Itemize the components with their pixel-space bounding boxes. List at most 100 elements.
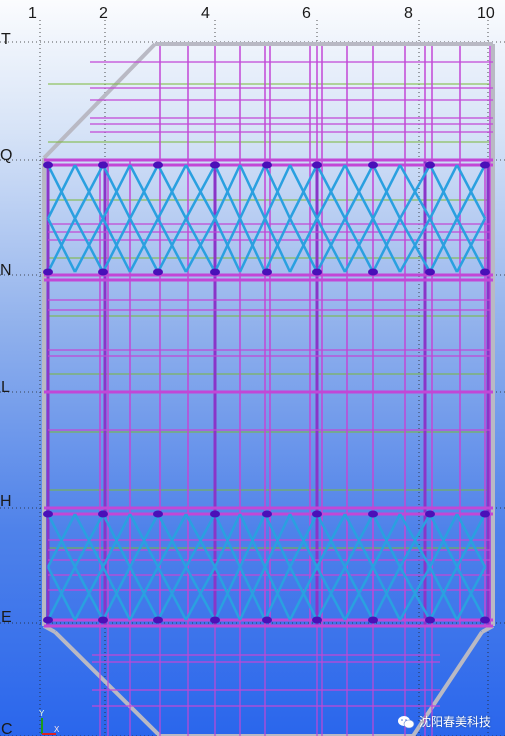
- brace-member: [371, 566, 402, 621]
- support-node: [153, 510, 163, 518]
- brace-member: [315, 164, 347, 220]
- brace-member: [398, 566, 432, 621]
- brace-member: [238, 164, 267, 220]
- brace-member: [428, 217, 459, 273]
- brace-member: [263, 164, 292, 220]
- support-node: [210, 616, 220, 624]
- support-node: [98, 616, 108, 624]
- support-node: [368, 510, 378, 518]
- brace-member: [156, 217, 188, 273]
- support-node: [98, 510, 108, 518]
- brace-member: [398, 513, 432, 568]
- brace-member: [343, 164, 375, 220]
- brace-member: [263, 217, 292, 273]
- support-node: [312, 616, 322, 624]
- brace-member: [156, 513, 188, 568]
- wechat-icon: [397, 715, 415, 728]
- support-node: [312, 161, 322, 169]
- brace-member: [73, 513, 105, 568]
- brace-member: [184, 164, 217, 220]
- brace-member: [371, 164, 402, 220]
- support-node: [262, 161, 272, 169]
- gridline-label-x-6: 6: [302, 5, 311, 22]
- brace-member: [46, 566, 77, 621]
- brace-member: [315, 566, 347, 621]
- gridline-label-y-T: T: [1, 31, 11, 48]
- gridline-label-y-N: N: [0, 262, 12, 279]
- brace-member: [73, 164, 105, 220]
- watermark: 沈阳春美科技: [397, 713, 491, 730]
- brace-member: [263, 566, 292, 621]
- gridline-label-y-H: H: [0, 493, 12, 510]
- brace-member: [238, 513, 267, 568]
- brace-member: [213, 217, 242, 273]
- brace-member: [455, 217, 487, 273]
- brace-member: [371, 513, 402, 568]
- support-node: [210, 510, 220, 518]
- brace-member: [73, 217, 105, 273]
- brace-member: [101, 217, 132, 273]
- brace-member: [238, 566, 267, 621]
- brace-member: [288, 164, 319, 220]
- watermark-text: 沈阳春美科技: [418, 715, 491, 729]
- support-node: [98, 268, 108, 276]
- brace-member: [73, 566, 105, 621]
- brace-member: [288, 566, 319, 621]
- brace-member: [128, 513, 160, 568]
- brace-member: [455, 513, 487, 568]
- support-node: [210, 268, 220, 276]
- brace-member: [128, 164, 160, 220]
- brace-member: [263, 513, 292, 568]
- support-node: [262, 268, 272, 276]
- brace-member: [315, 513, 347, 568]
- brace-member: [101, 164, 132, 220]
- support-node: [153, 268, 163, 276]
- brace-member: [101, 566, 132, 621]
- brace-member: [428, 513, 459, 568]
- brace-member: [156, 566, 188, 621]
- brace-member: [213, 566, 242, 621]
- support-node: [153, 161, 163, 169]
- support-node: [425, 510, 435, 518]
- brace-member: [46, 164, 77, 220]
- gridline-label-y-Q: Q: [0, 147, 13, 164]
- brace-member: [288, 513, 319, 568]
- support-node: [480, 268, 490, 276]
- brace-member: [428, 566, 459, 621]
- brace-member: [184, 566, 217, 621]
- brace-member: [213, 164, 242, 220]
- brace-member: [343, 566, 375, 621]
- support-node: [425, 616, 435, 624]
- brace-member: [46, 217, 77, 273]
- support-node: [480, 510, 490, 518]
- brace-member: [184, 217, 217, 273]
- brace-member: [101, 513, 132, 568]
- support-node: [368, 616, 378, 624]
- gridline-label-y-L: L: [1, 379, 10, 396]
- axis-triad-x-label: X: [54, 725, 60, 734]
- brace-member: [398, 217, 432, 273]
- support-node: [43, 510, 53, 518]
- support-node: [210, 161, 220, 169]
- support-node: [43, 268, 53, 276]
- gridline-label-x-10: 10: [477, 5, 495, 22]
- brace-member: [315, 217, 347, 273]
- gridline-label-y-E: E: [1, 609, 12, 626]
- brace-member: [343, 513, 375, 568]
- outline-member: [42, 42, 157, 160]
- brace-member: [343, 217, 375, 273]
- support-node: [425, 161, 435, 169]
- axis-triad: Y X: [39, 709, 60, 735]
- support-node: [153, 616, 163, 624]
- gridline-label-x-1: 1: [28, 5, 37, 22]
- support-node: [262, 510, 272, 518]
- brace-member: [288, 217, 319, 273]
- support-node: [98, 161, 108, 169]
- support-node: [368, 161, 378, 169]
- brace-member: [213, 513, 242, 568]
- gridline-label-y-C: C: [1, 721, 13, 736]
- brace-member: [371, 217, 402, 273]
- support-node: [312, 510, 322, 518]
